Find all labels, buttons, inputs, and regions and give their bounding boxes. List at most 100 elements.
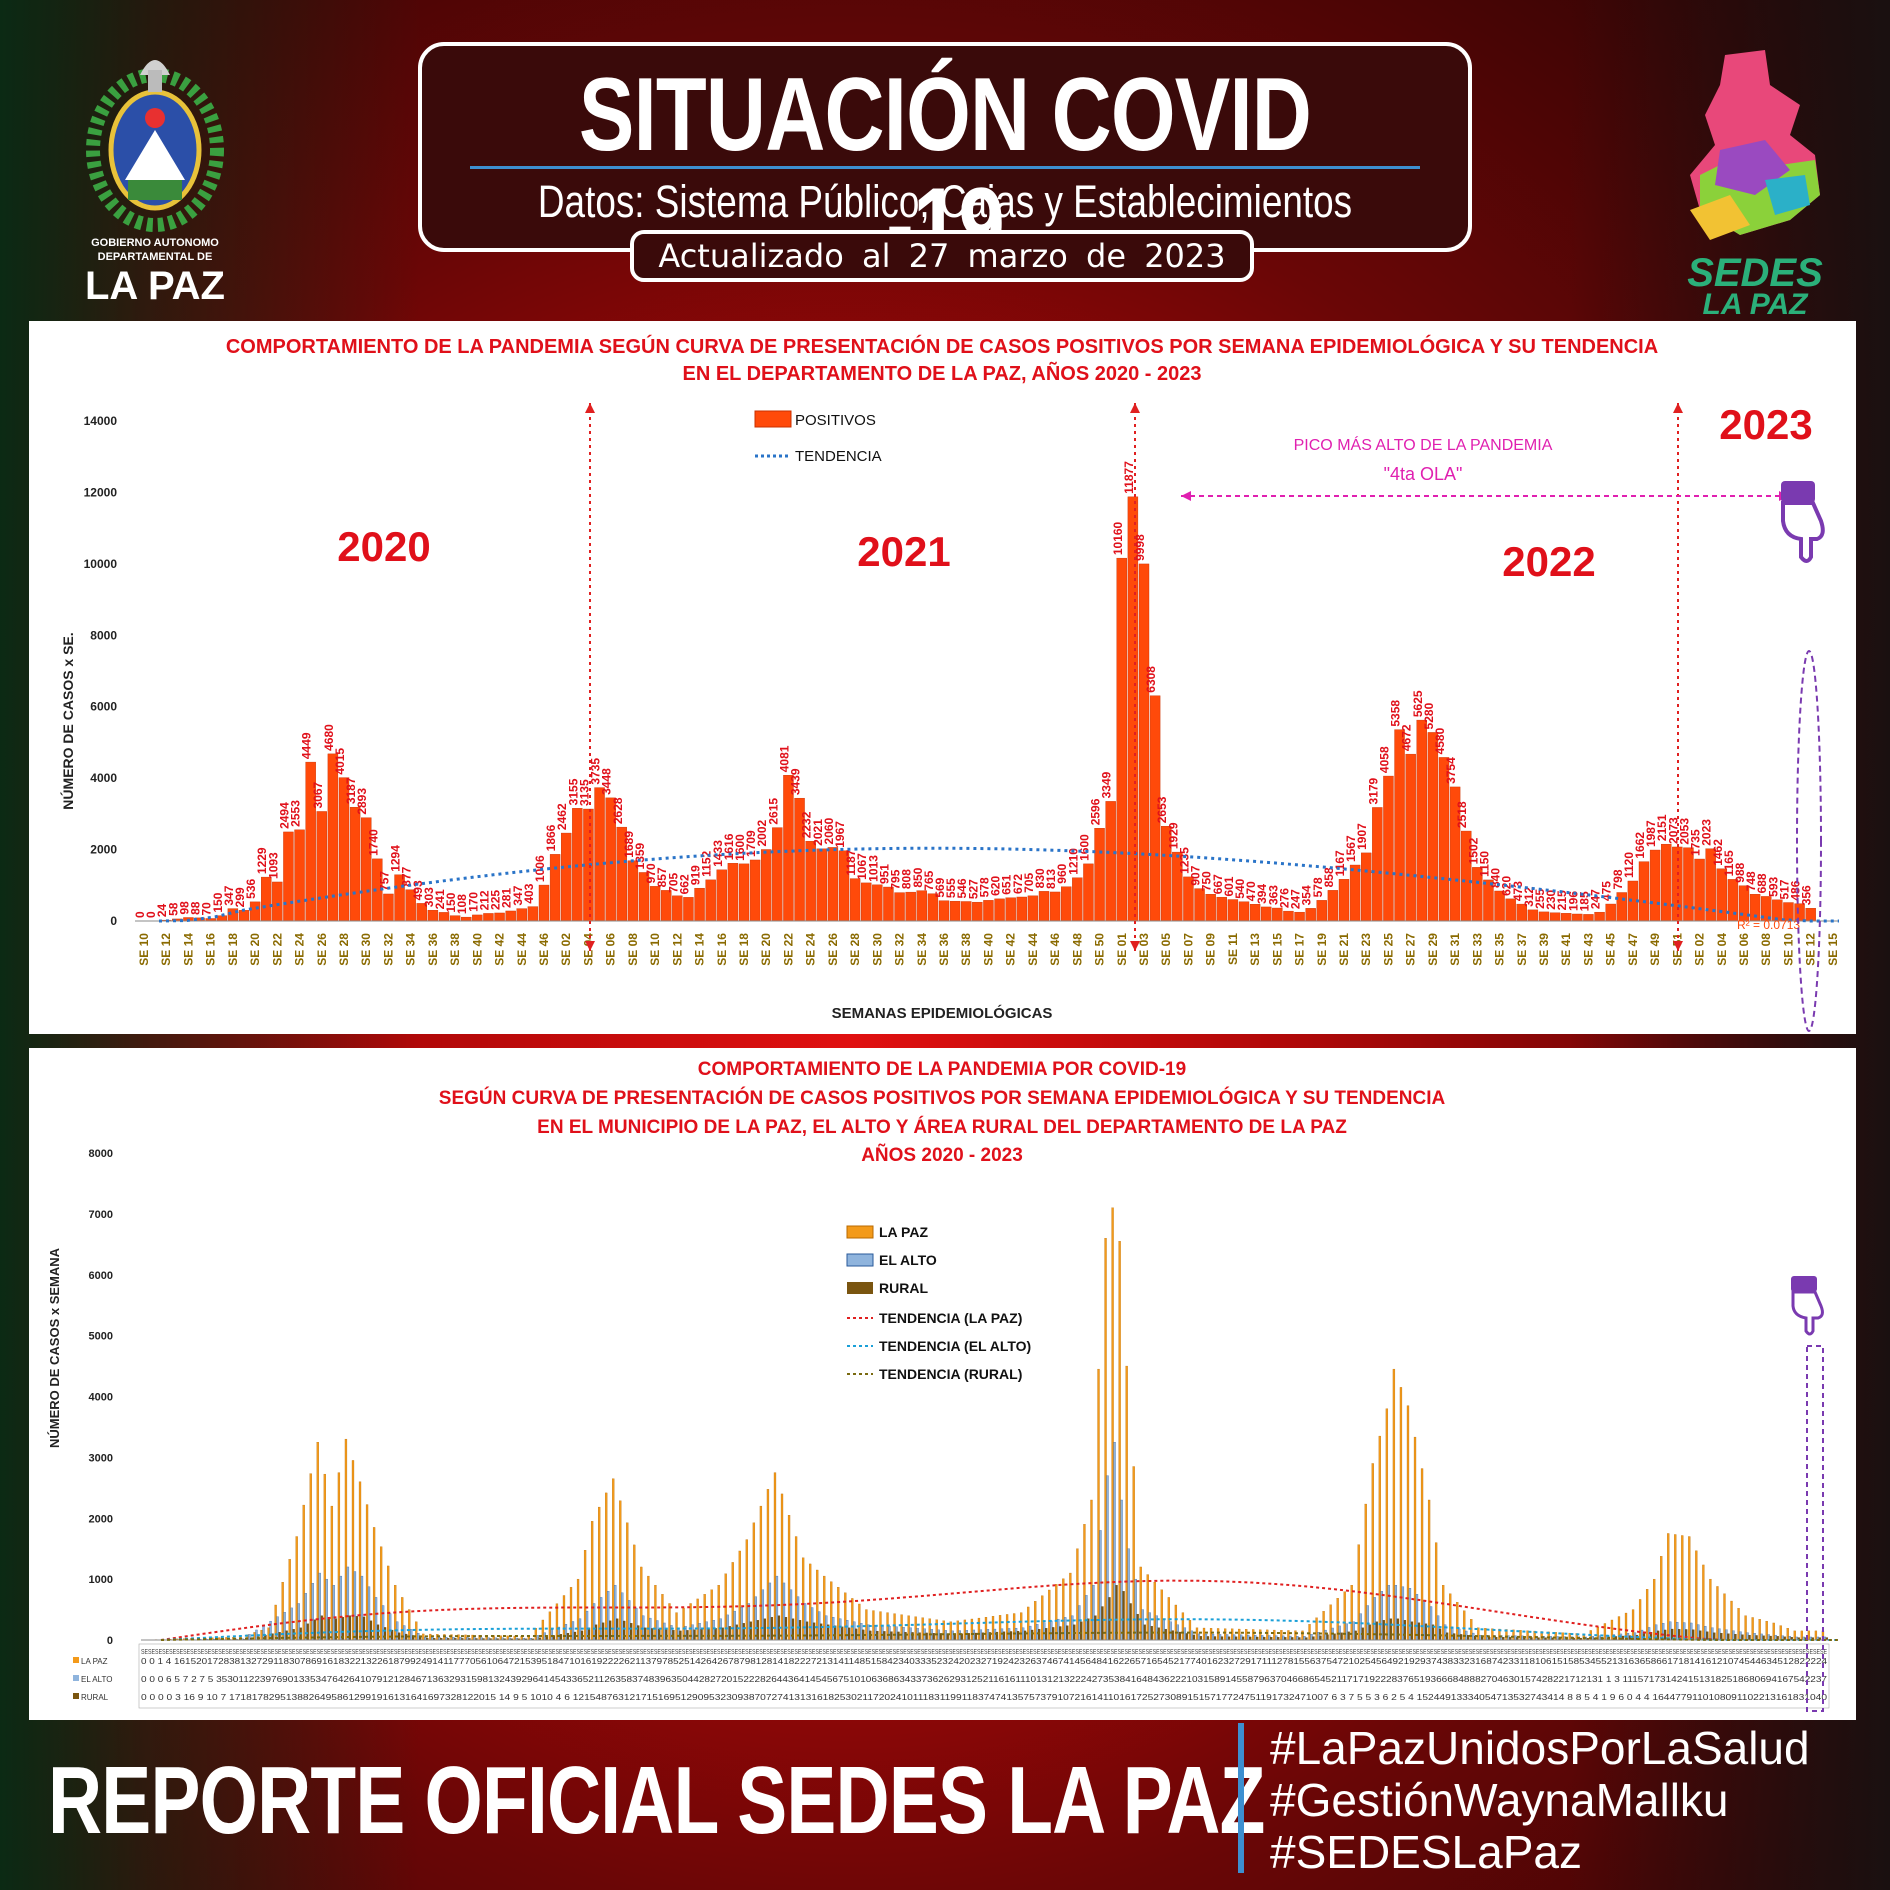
bar-el-alto	[1218, 1634, 1222, 1641]
bar-rural	[651, 1628, 654, 1641]
bar-el-alto	[747, 1603, 750, 1641]
bar-value-label: 363	[1266, 885, 1280, 905]
bar-el-alto	[1633, 1632, 1637, 1641]
bar-la-paz	[1779, 1625, 1782, 1641]
bar	[316, 811, 327, 922]
bar-la-paz	[1772, 1622, 1775, 1641]
bar-el-alto	[691, 1624, 694, 1641]
table-row-label: RURAL	[81, 1693, 109, 1702]
bar-rural	[770, 1617, 774, 1641]
bar-rural	[1101, 1606, 1104, 1641]
legend-trend-lapaz-label: TENDENCIA (LA PAZ)	[879, 1310, 1022, 1326]
bar-rural	[1389, 1618, 1392, 1641]
bar-el-alto	[1289, 1635, 1292, 1641]
bar-el-alto	[1162, 1618, 1165, 1641]
bar-el-alto	[1043, 1622, 1046, 1641]
bar-la-paz	[1252, 1629, 1255, 1641]
bar-la-paz	[1020, 1612, 1023, 1641]
bar-rural	[1319, 1635, 1322, 1641]
bar-value-label: 970	[644, 863, 658, 883]
chart1-y-tick: 14000	[84, 414, 118, 428]
bar-la-paz	[661, 1594, 664, 1641]
bar-rural	[1129, 1603, 1132, 1641]
bar-value-label: 1235	[1177, 847, 1191, 874]
logo-left-line1: GOBIERNO AUTONOMO	[91, 237, 219, 249]
bar-la-paz	[576, 1578, 580, 1641]
bar-rural	[1080, 1621, 1083, 1641]
legend-positivos-swatch	[754, 410, 792, 428]
bar-el-alto	[796, 1596, 800, 1641]
sedes-la-paz-logo: SEDES LA PAZ	[1670, 45, 1840, 325]
bar	[283, 831, 294, 922]
bar-el-alto	[775, 1575, 779, 1641]
bar-el-alto	[1549, 1636, 1552, 1641]
bar-la-paz	[1702, 1564, 1705, 1641]
chart2-y-tick: 3000	[89, 1452, 113, 1464]
x-tick-label: SE 34	[915, 933, 929, 966]
bar	[1094, 828, 1105, 922]
bar	[983, 900, 994, 922]
bar-el-alto	[248, 1634, 251, 1641]
bar-value-label: 2494	[277, 802, 291, 829]
chart2-y-tick: 5000	[89, 1331, 113, 1343]
bar-la-paz	[1259, 1629, 1262, 1641]
bar-rural	[1663, 1629, 1667, 1641]
bar-value-label: 150	[211, 892, 225, 912]
bar-value-label: 88	[189, 901, 203, 915]
bar-el-alto	[1310, 1634, 1313, 1641]
chart2-legend: LA PAZ EL ALTO RURAL TENDENCIA (LA PAZ) …	[846, 1224, 1031, 1382]
x-tick-label: SE 12	[670, 933, 684, 966]
bar	[761, 849, 772, 922]
table-row-swatch	[73, 1657, 79, 1663]
bar	[1327, 890, 1339, 922]
bar-value-label: 1929	[1166, 822, 1180, 849]
bar-value-label: 3155	[566, 778, 580, 805]
chart2-y-label: NÚMERO DE CASOS x SEMANA	[47, 1247, 62, 1448]
x-tick-label: SE 02	[559, 933, 573, 966]
bar-el-alto	[1268, 1635, 1271, 1641]
bar-el-alto	[1324, 1629, 1327, 1641]
bar-la-paz	[1216, 1628, 1220, 1641]
bar	[1349, 864, 1361, 922]
x-tick-label: SE 46	[1048, 933, 1062, 966]
bar-la-paz	[823, 1575, 826, 1641]
x-tick-label: SE 39	[1537, 933, 1551, 966]
bar	[683, 897, 694, 922]
bar-el-alto	[874, 1625, 877, 1641]
bar-la-paz	[1350, 1585, 1353, 1641]
bar	[1261, 906, 1272, 922]
bar-el-alto	[1408, 1588, 1412, 1641]
bar-el-alto	[571, 1621, 575, 1641]
bar-value-label: 215	[1555, 890, 1569, 910]
bar-el-alto	[1036, 1624, 1039, 1641]
bar-el-alto	[621, 1592, 624, 1641]
bar-el-alto	[1148, 1612, 1151, 1641]
bar-la-paz	[1667, 1533, 1670, 1641]
bar-la-paz	[991, 1616, 995, 1641]
chart2-y-tick: 6000	[89, 1270, 113, 1282]
table-row-label: LA PAZ	[81, 1657, 108, 1666]
bar-rural	[841, 1626, 844, 1641]
bar-rural	[397, 1632, 401, 1641]
bar-el-alto	[381, 1605, 385, 1641]
x-tick-label: SE 38	[959, 933, 973, 966]
bar-value-label: 0	[133, 911, 147, 918]
x-tick-label: SE 13	[1248, 933, 1262, 966]
bar	[1338, 879, 1350, 922]
bar	[1083, 863, 1094, 922]
chart1-title-line1: COMPORTAMIENTO DE LA PANDEMIA SEGÚN CURV…	[226, 334, 1658, 358]
bar-value-label: 11877	[1122, 461, 1136, 494]
bar-rural	[1059, 1626, 1062, 1641]
bar-la-paz	[1188, 1620, 1192, 1641]
bar-el-alto	[1422, 1600, 1426, 1641]
bar-la-paz	[816, 1569, 819, 1641]
bar-la-paz	[1800, 1630, 1803, 1641]
bar-value-label: 470	[1244, 881, 1258, 901]
bar-value-label: 688	[1755, 873, 1769, 893]
bar-value-label: 347	[511, 885, 525, 905]
bar-value-label: 951	[877, 864, 891, 884]
bar-la-paz	[1076, 1548, 1079, 1641]
bar-la-paz	[541, 1619, 545, 1641]
bar-el-alto	[1197, 1633, 1201, 1641]
bar-value-label: 546	[955, 878, 969, 898]
